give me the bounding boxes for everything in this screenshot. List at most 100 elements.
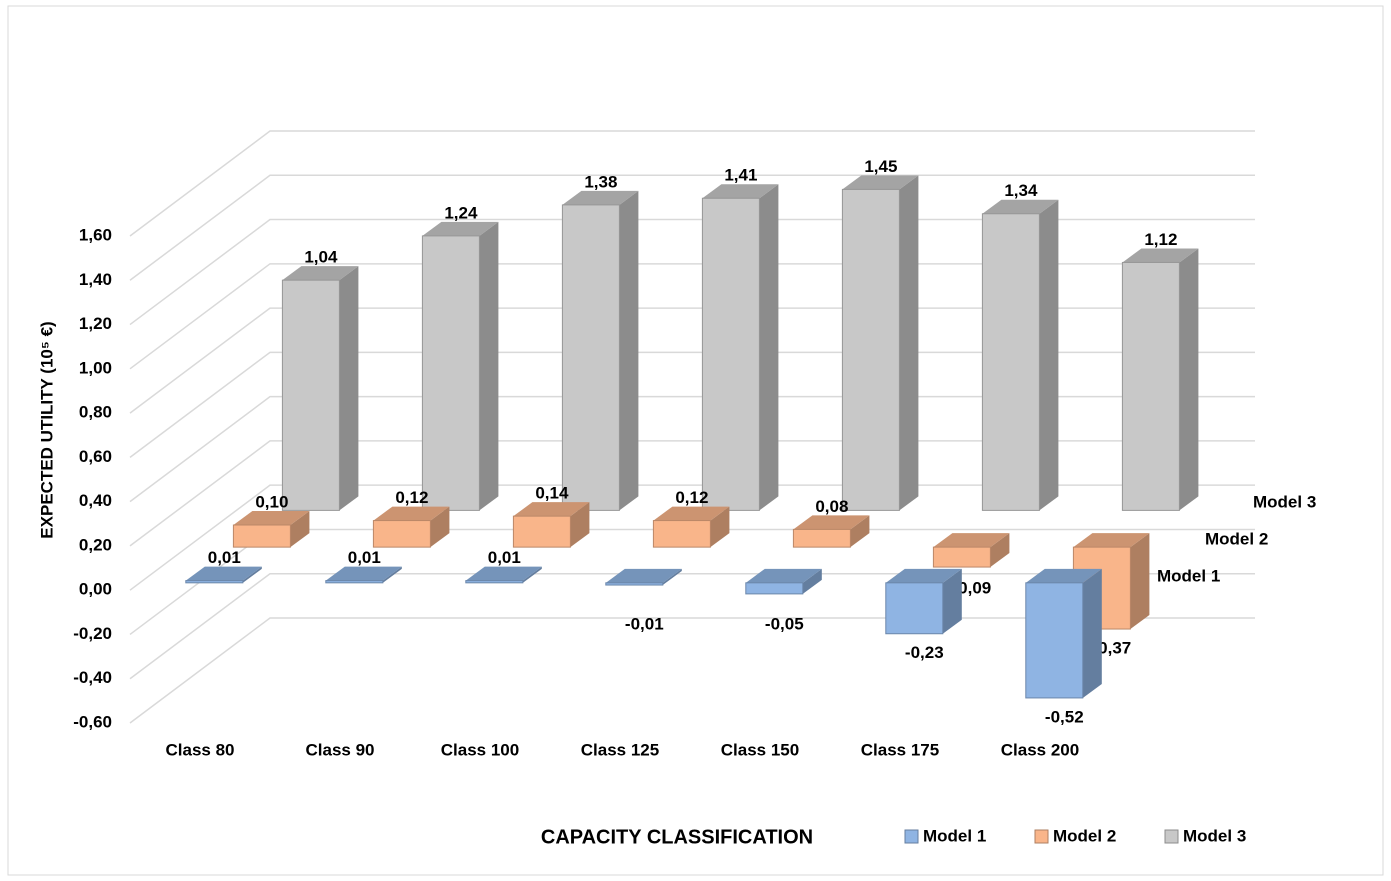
bar-front — [512, 515, 571, 548]
legend-label: Model 3 — [1183, 826, 1246, 845]
value-label: -0,09 — [953, 579, 992, 598]
bar-front — [372, 520, 431, 548]
x-tick-label: Class 90 — [306, 740, 375, 759]
grid-line — [129, 218, 1255, 326]
value-label: 1,04 — [304, 248, 338, 267]
x-tick-label: Class 125 — [581, 740, 659, 759]
bar — [281, 266, 359, 511]
bar-front — [465, 580, 524, 584]
bar-front — [281, 279, 340, 511]
y-tick-label: 0,00 — [79, 580, 112, 599]
bar-side — [1082, 568, 1102, 698]
y-tick-label: 1,00 — [79, 358, 112, 377]
bar — [465, 566, 542, 584]
y-tick-label: 1,60 — [79, 225, 112, 244]
x-tick-label: Class 200 — [1001, 740, 1079, 759]
value-label: 1,34 — [1004, 181, 1038, 200]
bar-top — [513, 502, 590, 517]
value-label: 1,45 — [864, 157, 897, 176]
bar — [981, 199, 1059, 511]
grid-line — [129, 440, 1255, 547]
bar-top — [562, 190, 639, 205]
x-tick-label: Class 100 — [441, 740, 519, 759]
bar-front — [652, 520, 711, 548]
value-label: 1,41 — [724, 166, 757, 185]
bar-side — [339, 266, 359, 511]
grid-line — [129, 351, 1255, 458]
bar-top — [233, 510, 310, 525]
bar-front — [1121, 261, 1180, 511]
x-tick-label: Class 150 — [721, 740, 799, 759]
y-tick-label: -0,60 — [73, 712, 112, 731]
bar-side — [382, 566, 402, 583]
value-label: 0,01 — [208, 548, 241, 567]
bar-front — [932, 546, 991, 568]
bar-side — [1039, 199, 1059, 511]
bar-top — [982, 199, 1059, 214]
bar-top — [653, 506, 730, 521]
bar-top — [282, 266, 359, 281]
bar-side — [759, 184, 779, 511]
value-label: -0,52 — [1045, 707, 1084, 726]
value-label: -0,23 — [905, 643, 944, 662]
y-tick-label: -0,20 — [73, 624, 112, 643]
series-depth-label: Model 2 — [1205, 529, 1268, 548]
grid-line — [129, 174, 1255, 281]
value-label: -0,37 — [1093, 639, 1132, 658]
bar-front — [885, 582, 944, 635]
bar-side — [290, 510, 310, 548]
bar — [1025, 568, 1102, 699]
bar-front — [421, 235, 480, 511]
bar — [561, 190, 639, 511]
legend-label: Model 1 — [923, 826, 986, 845]
bar-front — [981, 213, 1040, 511]
bar — [932, 533, 1010, 568]
bar-top — [933, 533, 1010, 548]
value-label: -0,01 — [625, 614, 664, 633]
series-depth-label: Model 3 — [1253, 492, 1316, 511]
bar-top — [422, 221, 499, 236]
series-depth-label: Model 1 — [1157, 566, 1220, 585]
bar-front — [701, 197, 760, 511]
bar-front — [185, 580, 244, 584]
bar-side — [802, 568, 822, 594]
bar-top — [745, 568, 822, 583]
bar-side — [522, 566, 542, 583]
bar-top — [373, 506, 450, 521]
bar — [372, 506, 450, 548]
value-label: 1,24 — [444, 203, 478, 222]
bar-front — [792, 528, 851, 548]
value-label: -0,05 — [765, 614, 804, 633]
grid-line — [129, 263, 1255, 370]
bar-front — [325, 580, 384, 584]
bar-side — [662, 568, 682, 586]
bar-side — [710, 506, 730, 548]
y-tick-label: 0,60 — [79, 447, 112, 466]
bar-top — [185, 566, 262, 581]
y-axis-title: EXPECTED UTILITY (10⁵ €) — [37, 321, 56, 538]
bar-front — [232, 524, 291, 548]
bar — [605, 568, 682, 586]
legend-swatch — [904, 829, 919, 844]
bar-top — [1122, 248, 1199, 263]
grid-line — [129, 484, 1255, 591]
bar — [885, 568, 962, 635]
value-label: 1,38 — [584, 172, 617, 191]
y-tick-label: 0,20 — [79, 535, 112, 554]
y-tick-label: 0,80 — [79, 403, 112, 422]
bar-top — [465, 566, 542, 581]
bar-side — [899, 175, 919, 511]
grid-line — [129, 395, 1255, 503]
value-label: 0,12 — [395, 488, 428, 507]
bar — [421, 221, 499, 511]
value-label: 0,12 — [675, 488, 708, 507]
bar-side — [479, 221, 499, 511]
bar — [841, 175, 919, 511]
y-tick-label: 1,40 — [79, 270, 112, 289]
grid-line — [129, 307, 1255, 414]
bar — [701, 184, 779, 511]
bar-side — [570, 502, 590, 548]
bar-front — [561, 204, 620, 511]
bar — [185, 566, 262, 584]
